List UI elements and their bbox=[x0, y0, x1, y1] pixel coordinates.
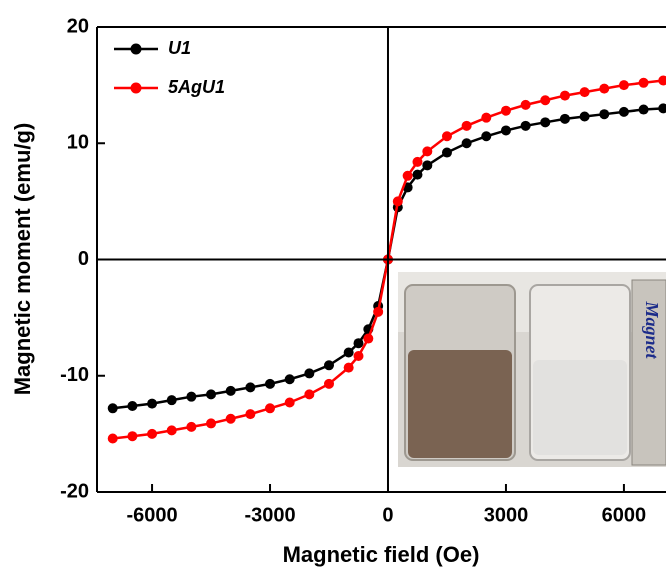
data-point bbox=[599, 109, 609, 119]
data-point bbox=[373, 307, 383, 317]
data-point bbox=[501, 125, 511, 135]
data-point bbox=[560, 114, 570, 124]
data-point bbox=[619, 107, 629, 117]
data-point bbox=[324, 360, 334, 370]
data-point bbox=[147, 399, 157, 409]
y-tick-label: 0 bbox=[78, 248, 89, 270]
data-point bbox=[442, 131, 452, 141]
data-point bbox=[412, 170, 422, 180]
data-point bbox=[580, 87, 590, 97]
data-point bbox=[108, 434, 118, 444]
x-axis-title: Magnetic field (Oe) bbox=[283, 542, 480, 567]
data-point bbox=[422, 146, 432, 156]
data-point bbox=[127, 401, 137, 411]
data-point bbox=[186, 422, 196, 432]
data-point bbox=[344, 363, 354, 373]
data-point bbox=[540, 95, 550, 105]
x-tick-label: 3000 bbox=[484, 504, 529, 526]
data-point bbox=[285, 374, 295, 384]
annotation: Magnet bbox=[642, 300, 662, 359]
data-point bbox=[501, 106, 511, 116]
legend-marker bbox=[131, 44, 142, 55]
data-point bbox=[422, 160, 432, 170]
data-point bbox=[245, 382, 255, 392]
data-point bbox=[147, 429, 157, 439]
data-point bbox=[108, 403, 118, 413]
y-tick-label: -10 bbox=[60, 364, 89, 386]
data-point bbox=[560, 91, 570, 101]
x-tick-label: -3000 bbox=[244, 504, 295, 526]
data-point bbox=[599, 84, 609, 94]
y-tick-label: -20 bbox=[60, 480, 89, 502]
chart: Magnetic field (Oe) Magnetic moment (emu… bbox=[0, 0, 666, 574]
y-axis-title: Magnetic moment (emu/g) bbox=[10, 123, 35, 396]
data-point bbox=[167, 425, 177, 435]
legend-label: U1 bbox=[168, 38, 191, 58]
data-point bbox=[127, 431, 137, 441]
x-tick-label: 6000 bbox=[602, 504, 647, 526]
data-point bbox=[521, 100, 531, 110]
data-point bbox=[481, 113, 491, 123]
data-point bbox=[265, 379, 275, 389]
data-point bbox=[580, 112, 590, 122]
data-point bbox=[521, 121, 531, 131]
data-point bbox=[639, 78, 649, 88]
data-point bbox=[363, 334, 373, 344]
data-point bbox=[226, 386, 236, 396]
data-point bbox=[206, 389, 216, 399]
data-point bbox=[481, 131, 491, 141]
data-point bbox=[304, 368, 314, 378]
data-point bbox=[658, 75, 666, 85]
data-point bbox=[285, 397, 295, 407]
data-point bbox=[226, 414, 236, 424]
inset-photo bbox=[398, 272, 666, 467]
data-point bbox=[462, 121, 472, 131]
data-point bbox=[442, 148, 452, 158]
data-point bbox=[304, 389, 314, 399]
y-tick-label: 10 bbox=[67, 132, 89, 154]
data-point bbox=[265, 403, 275, 413]
data-point bbox=[167, 395, 177, 405]
data-point bbox=[619, 80, 629, 90]
data-point bbox=[186, 392, 196, 402]
data-point bbox=[393, 196, 403, 206]
x-tick-label: 0 bbox=[382, 504, 393, 526]
data-point bbox=[206, 418, 216, 428]
data-point bbox=[540, 117, 550, 127]
data-point bbox=[245, 409, 255, 419]
data-point bbox=[412, 157, 422, 167]
x-tick-label: -6000 bbox=[126, 504, 177, 526]
data-point bbox=[353, 351, 363, 361]
data-point bbox=[639, 105, 649, 115]
legend-marker bbox=[131, 83, 142, 94]
data-point bbox=[462, 138, 472, 148]
data-point bbox=[353, 338, 363, 348]
data-point bbox=[344, 348, 354, 358]
data-point bbox=[658, 103, 666, 113]
data-point bbox=[403, 171, 413, 181]
legend-label: 5AgU1 bbox=[168, 77, 225, 97]
y-tick-label: 20 bbox=[67, 15, 89, 37]
data-point bbox=[324, 379, 334, 389]
